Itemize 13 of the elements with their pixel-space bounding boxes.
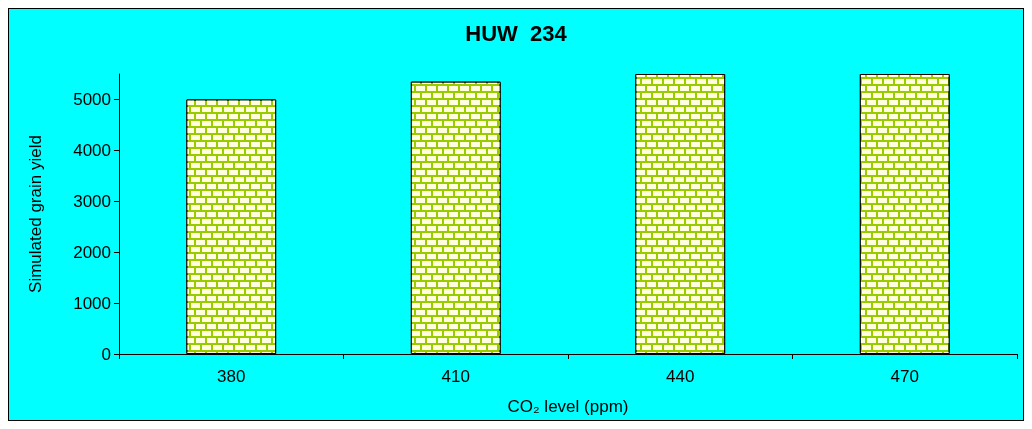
y-tick-label: 2000 xyxy=(73,242,111,262)
x-tick-label: 380 xyxy=(217,367,246,386)
y-tick-label: 3000 xyxy=(73,191,111,211)
y-tick-label: 1000 xyxy=(73,293,111,313)
x-tick-label: 410 xyxy=(441,367,470,386)
x-tick-label: 440 xyxy=(666,367,695,386)
x-axis-title: CO₂ level (ppm) xyxy=(507,397,629,416)
y-axis-title: Simulated grain yield xyxy=(26,135,45,293)
y-tick-label: 0 xyxy=(101,344,111,364)
chart-title: HUW 234 xyxy=(465,20,568,46)
x-tick-label: 470 xyxy=(890,367,919,386)
y-tick-label: 5000 xyxy=(73,89,111,109)
y-tick-label: 4000 xyxy=(73,140,111,160)
